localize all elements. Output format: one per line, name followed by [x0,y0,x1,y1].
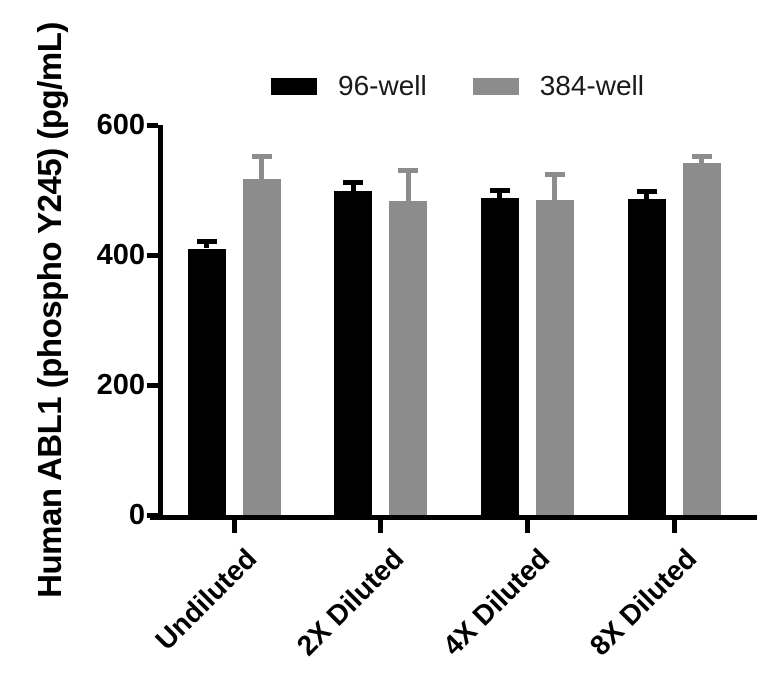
y-axis-tick-label: 600 [96,108,145,141]
x-axis-category-label: 8X Diluted [583,542,703,662]
error-bar-cap [691,154,712,160]
y-axis-tick-mark [147,122,158,128]
legend-swatch-96-well [271,77,317,95]
bar-96-well-8x-diluted [627,199,666,515]
y-axis-tick-mark [147,252,158,258]
bar-384-well-8x-diluted [682,163,721,515]
error-bar-stem [204,241,209,249]
error-bar-stem [405,169,411,202]
bar-384-well-2x-diluted [389,201,428,515]
legend-item-384-well: 384-well [472,70,644,102]
error-bar-cap [343,180,364,186]
error-bar-cap [544,171,565,177]
y-axis-tick-label: 200 [96,368,145,401]
error-bar-cap [251,153,272,159]
error-bar-stem [552,173,558,201]
y-axis-tick-label: 0 [128,498,145,531]
bar-384-well-4x-diluted [535,200,574,515]
x-axis-tick-mark [524,520,530,533]
legend-label: 96-well [338,70,427,101]
legend-item-96-well: 96-well [271,70,427,102]
bar-96-well-undiluted [187,248,226,515]
x-axis-category-label: 2X Diluted [290,542,410,662]
error-bar-stem [350,182,356,191]
error-bar-stem [259,155,264,179]
bar-96-well-4x-diluted [480,197,519,515]
y-axis-tick-mark [147,512,158,518]
error-bar-stem [644,191,650,200]
legend-swatch-384-well [472,77,519,95]
x-axis-line [150,515,757,520]
error-bar-cap [196,239,217,245]
bar-384-well-undiluted [242,178,281,515]
error-bar-cap [398,167,419,173]
legend: 96-well 384-well [158,66,757,106]
legend-label: 384-well [539,70,644,101]
error-bar-cap [489,188,510,193]
x-axis-tick-mark [671,520,677,533]
y-axis-tick-label: 400 [96,238,145,271]
y-axis-line [158,125,163,520]
x-axis-category-label: Undiluted [149,542,263,656]
error-bar-stem [699,156,705,164]
error-bar-stem [497,190,503,198]
x-axis-category-label: 4X Diluted [437,542,556,662]
error-bar-cap [636,189,657,195]
x-axis-tick-mark [378,520,384,533]
bar-96-well-2x-diluted [334,190,373,515]
y-axis-tick-mark [147,382,158,388]
x-axis-tick-mark [231,520,237,533]
